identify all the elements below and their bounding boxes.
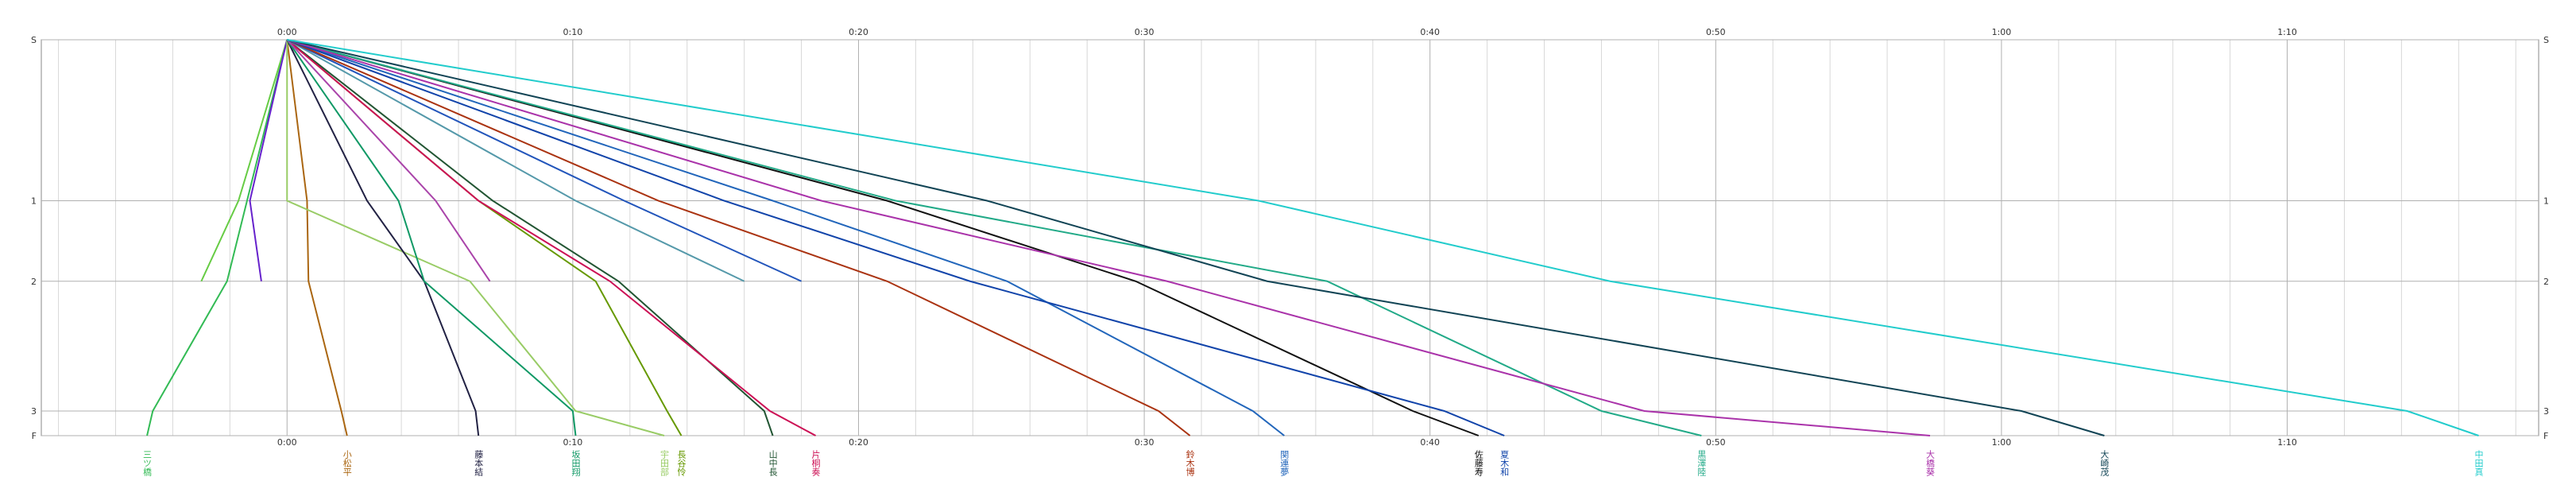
runner-name: 坂田翔 [571,450,581,477]
runner-line [286,39,745,282]
runner-line [286,39,348,436]
runner-name: 夏木和 [1499,450,1510,477]
runner-name: 関連夢 [1279,450,1290,476]
runner-line [287,39,2479,436]
runner-line [286,39,1285,436]
runner-name: 大橋葵 [1925,449,1936,477]
runner-name: 山中長 [768,450,778,477]
runner-name: 宇田部 [659,450,669,476]
runner-name: 鈴木博 [1185,449,1195,477]
x-tick-label: 0:40 [1420,437,1440,448]
station-label: 1 [31,196,37,207]
x-tick-label: 0:20 [849,437,868,448]
x-tick-label: 1:10 [2277,437,2297,448]
plot-frame [41,39,2539,436]
x-tick-label: 1:00 [1992,437,2012,448]
station-label-right: F [2543,431,2548,441]
runner-line [146,39,288,436]
runner-line [286,39,1931,436]
runner-line [286,39,802,282]
x-tick-label-top: 1:10 [2277,27,2297,37]
runner-name: 佐藤寿 [1473,449,1483,476]
runner-line [287,39,1702,436]
runner-line [200,39,288,282]
runner-line [287,39,1479,436]
runner-line [286,40,665,436]
runner-name: 藤本結 [474,450,484,477]
runner-name: 片桐奏 [810,450,821,477]
runner-name: 中田真 [2474,450,2484,477]
runner-name: 大崎茂 [2099,449,2110,477]
runner-line [286,39,1505,436]
station-label: 2 [31,277,37,287]
x-tick-label-top: 0:40 [1420,27,1440,37]
runner-line [286,39,577,436]
runner-name: 黒澤陸 [1696,450,1707,476]
station-label: F [32,431,37,441]
runner-name: 長谷怜 [676,450,687,477]
runner-line [286,39,817,436]
station-label-right: 3 [2543,406,2549,417]
station-label-right: 2 [2543,277,2549,287]
x-tick-label-top: 0:20 [849,27,868,37]
x-tick-label-top: 0:30 [1135,27,1155,37]
x-tick-label-top: 0:10 [563,27,583,37]
runner-line [249,39,288,281]
x-tick-label: 0:30 [1135,437,1155,448]
x-tick-label: 0:00 [277,437,297,448]
station-label-right: 1 [2543,196,2549,207]
x-tick-label: 0:10 [563,437,583,448]
x-tick-label-top: 0:50 [1706,27,1726,37]
x-tick-label-top: 0:00 [277,27,297,37]
station-label: S [31,35,37,45]
runner-name: 小松平 [342,450,352,477]
station-label: 3 [31,406,37,417]
runner-name: 三ツ橋 [142,450,153,477]
runner-line [287,39,2105,436]
x-tick-label: 0:50 [1706,437,1726,448]
runner-line [286,39,1191,436]
x-tick-label-top: 1:00 [1992,27,2012,37]
runner-line [286,39,491,282]
station-label-right: S [2543,35,2549,45]
runner-line [286,39,774,436]
